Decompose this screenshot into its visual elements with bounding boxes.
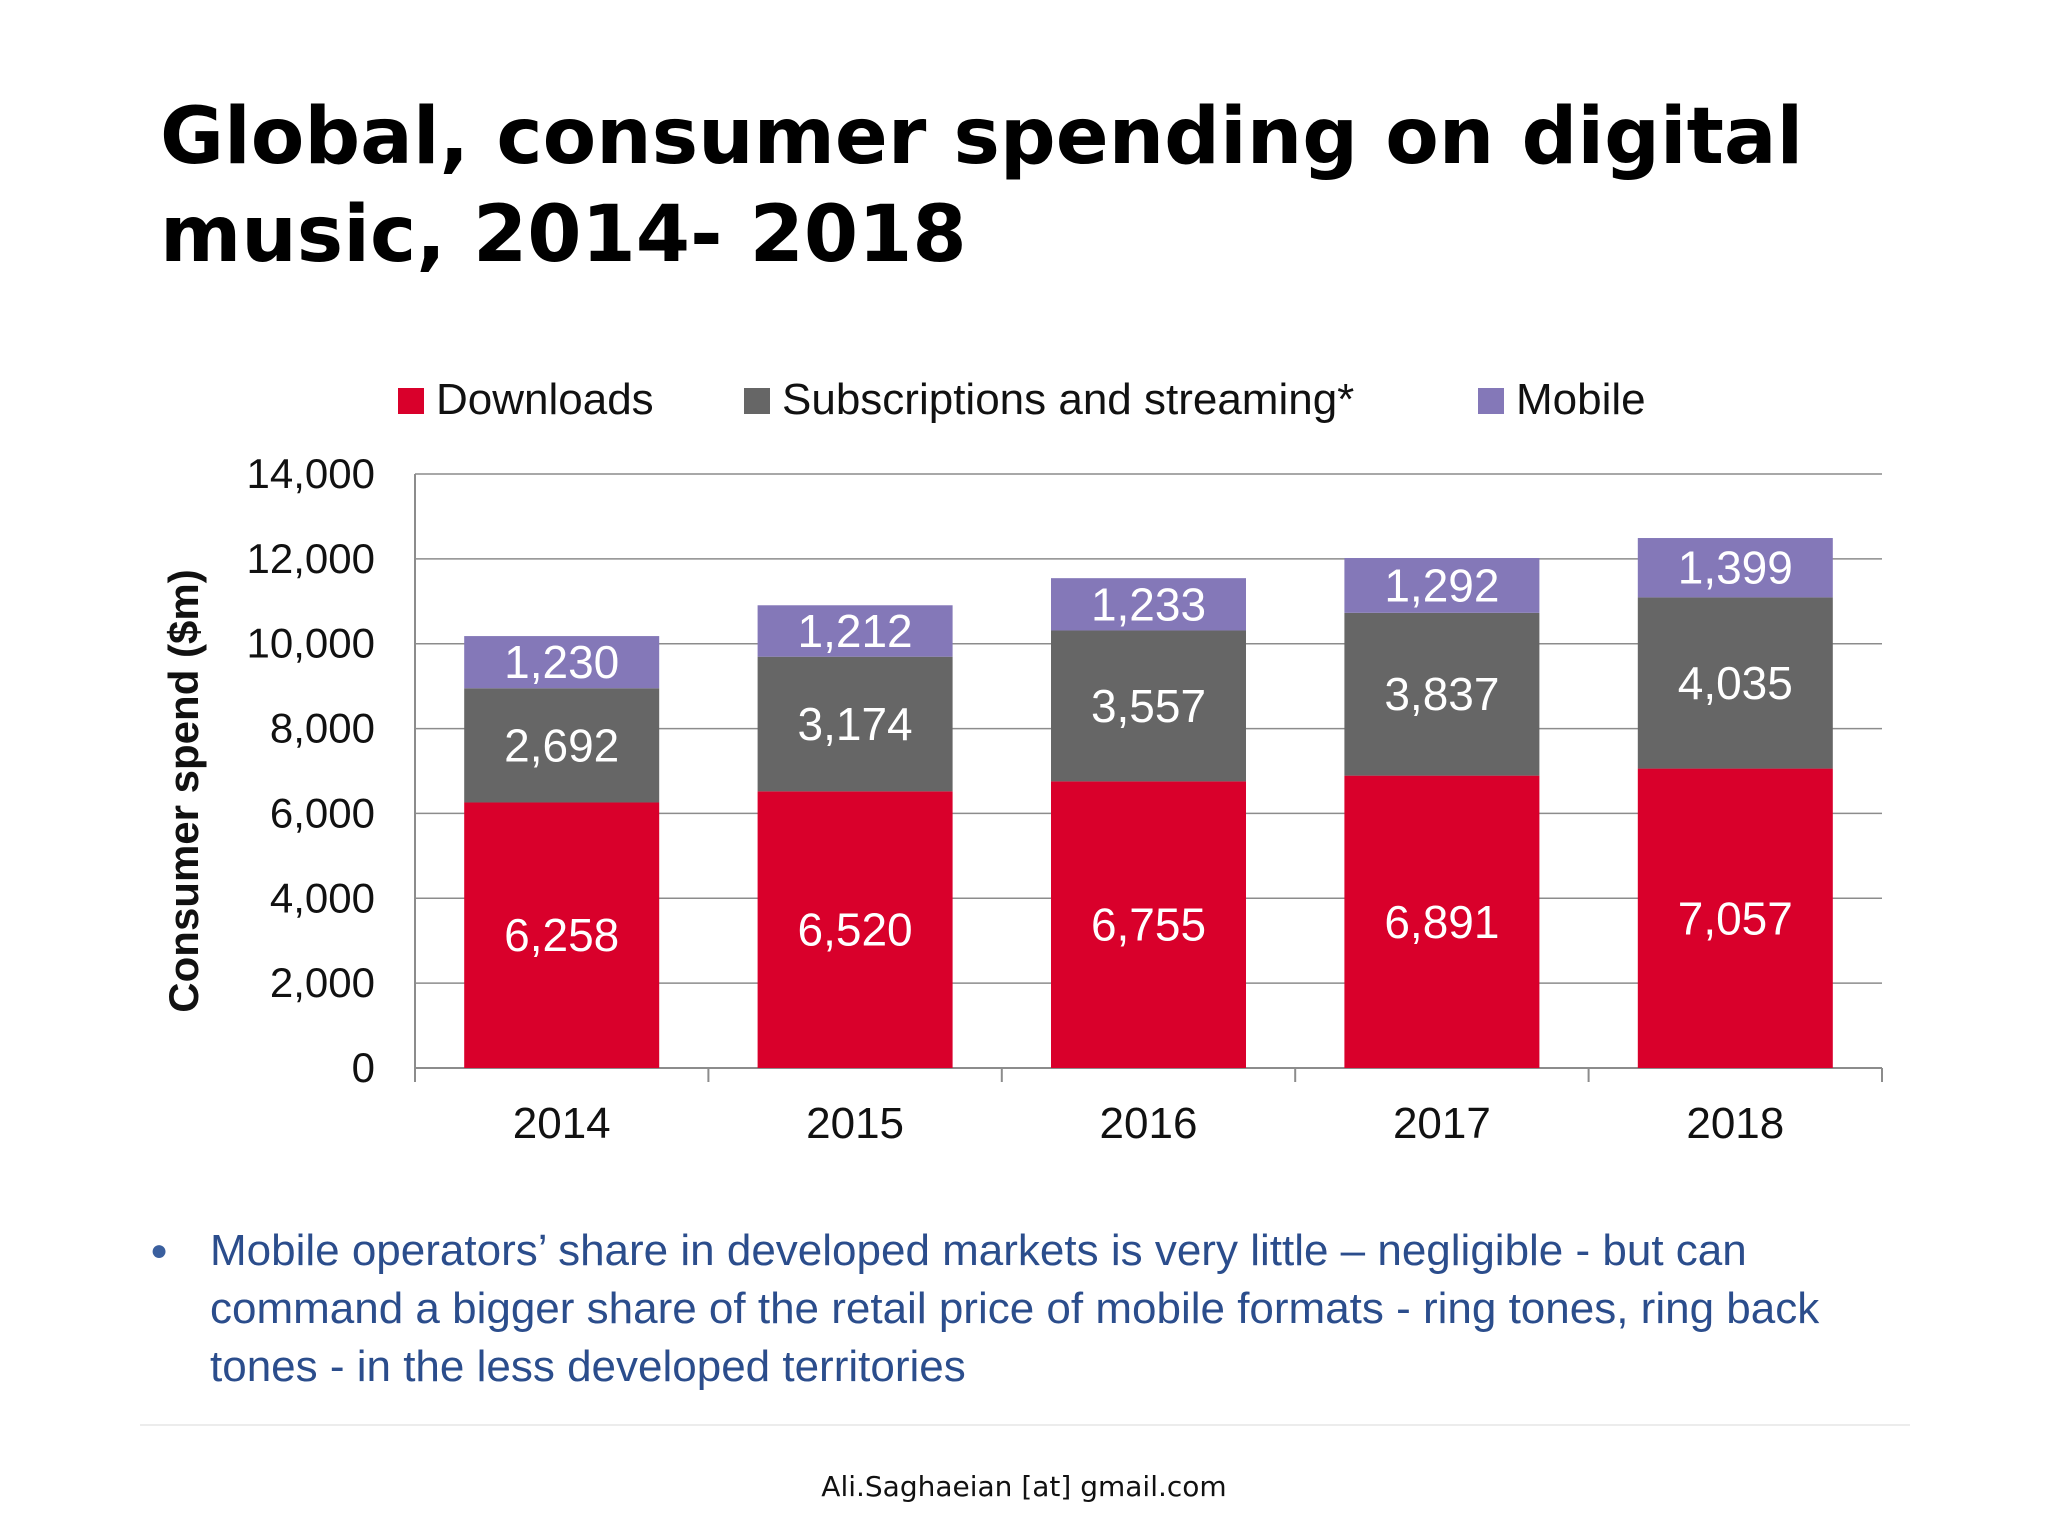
data-label: 6,755 (1091, 899, 1206, 951)
data-label: 1,230 (504, 636, 619, 688)
x-tick-label: 2018 (1686, 1099, 1784, 1148)
bar-segment (757, 791, 953, 1068)
y-tick-label: 0 (352, 1044, 375, 1091)
bar-segment (464, 688, 660, 803)
data-label: 6,891 (1384, 896, 1499, 948)
bar-segment (464, 802, 660, 1068)
data-label: 6,520 (798, 904, 913, 956)
bar-segment (1051, 630, 1246, 782)
data-label: 3,837 (1384, 668, 1499, 720)
legend-label: Subscriptions and streaming* (782, 375, 1354, 424)
bullet-point: ● Mobile operators’ share in developed m… (150, 1222, 1910, 1396)
legend-swatch (744, 388, 770, 414)
data-label: 1,212 (798, 605, 913, 657)
y-tick-label: 12,000 (247, 535, 375, 582)
bar-segment (1637, 768, 1833, 1068)
x-tick-label: 2017 (1393, 1099, 1491, 1148)
slide-title: Global, consumer spending on digital mus… (160, 92, 1804, 280)
bar-segment (1344, 775, 1540, 1068)
y-tick-label: 6,000 (270, 789, 375, 836)
y-tick-label: 14,000 (247, 450, 375, 497)
bar-segment (757, 656, 953, 792)
data-label: 4,035 (1678, 657, 1793, 709)
bar-segment (757, 605, 953, 657)
chart: 0 2,000 4,000 6,000 8,000 10,000 12,000 14,000 C… (160, 340, 1920, 1180)
footer-divider (140, 1424, 1910, 1426)
data-label: 1,399 (1678, 542, 1793, 594)
legend-label: Downloads (436, 375, 654, 424)
bullet-text: Mobile operators’ share in developed mar… (210, 1226, 1820, 1391)
y-tick-label: 4,000 (270, 874, 375, 921)
bar-segment (1344, 558, 1540, 613)
data-label: 1,292 (1384, 559, 1499, 611)
data-label: 2,692 (504, 719, 619, 771)
bullet-icon: ● (150, 1234, 169, 1267)
y-tick-label: 8,000 (270, 705, 375, 752)
y-axis-title: Consumer spend ($m) (160, 569, 207, 1012)
x-tick-label: 2016 (1100, 1099, 1198, 1148)
stacked-bar-chart: 0 2,000 4,000 6,000 8,000 10,000 12,000 14,000 C… (160, 375, 1883, 1148)
y-tick-label: 10,000 (247, 620, 375, 667)
bar-segment (1637, 597, 1833, 769)
bar-segment (1637, 538, 1833, 598)
data-label: 1,233 (1091, 578, 1206, 630)
data-label: 3,174 (798, 698, 913, 750)
bar-segment (1344, 612, 1540, 776)
bar-segment (464, 636, 660, 689)
bar-segment (1051, 578, 1246, 631)
legend-swatch (1478, 388, 1504, 414)
footer-email: Ali.Saghaeian [at] gmail.com (821, 1470, 1227, 1503)
x-tick-label: 2014 (513, 1099, 611, 1148)
y-tick-label: 2,000 (270, 959, 375, 1006)
legend-swatch (398, 388, 424, 414)
data-label: 7,057 (1678, 892, 1793, 944)
bar-segment (1051, 781, 1246, 1068)
legend-label: Mobile (1516, 375, 1646, 424)
data-label: 6,258 (504, 909, 619, 961)
x-tick-label: 2015 (806, 1099, 904, 1148)
data-label: 3,557 (1091, 680, 1206, 732)
